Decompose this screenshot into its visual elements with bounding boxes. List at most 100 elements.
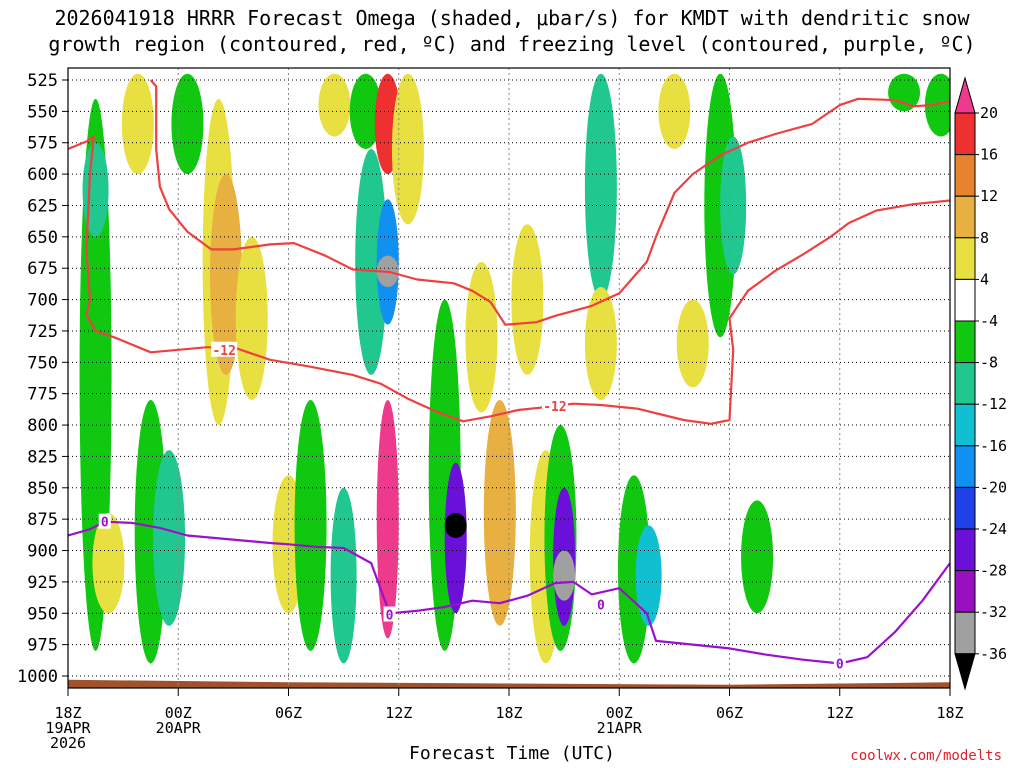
contour-label-bg [383, 606, 396, 622]
pressure-axis: 525 550 575 600 625 650 675 700 725 750 775 800 825 8… [17, 71, 68, 687]
omega-shading [79, 73, 950, 664]
pressure-tick-label: 625 [27, 196, 58, 216]
contour-label-bg [211, 341, 238, 357]
time-tick-label: 18Z 19APR 2026 [45, 704, 91, 752]
freezing-level-label: 0 [836, 657, 844, 672]
pressure-tick-label: 825 [27, 447, 58, 467]
colorbar-label: 20 [980, 104, 998, 122]
omega-cell [210, 174, 243, 375]
colorbar-segment [954, 486, 976, 530]
colorbar-label: -16 [980, 437, 1007, 455]
omega-cell [635, 525, 662, 626]
omega-cell [121, 73, 154, 175]
pressure-tick-label: 750 [27, 353, 58, 373]
pressure-tick-label: 975 [27, 636, 58, 656]
omega-cell [349, 73, 382, 150]
colorbar-label: -4 [980, 312, 998, 330]
colorbar-label: -20 [980, 478, 1007, 496]
colorbar-label: 12 [980, 187, 998, 205]
dgz-contour-label: -12 [543, 400, 566, 415]
colorbar-segment [954, 528, 976, 572]
freezing-level-label: 0 [101, 516, 109, 531]
time-tick-label: 00Z 20APR [156, 704, 202, 737]
contour-label-bg [833, 655, 846, 671]
dgz-contour-label: -12 [212, 344, 235, 359]
omega-cell [355, 149, 388, 375]
omega-cell [235, 236, 268, 400]
colorbar-segment [954, 154, 976, 197]
omega-cell [553, 550, 576, 601]
time-tick-label: 18Z [936, 704, 963, 722]
plot-grid [67, 68, 951, 688]
colorbar-label: 16 [980, 146, 998, 164]
omega-cell [153, 450, 186, 626]
time-tick-label: 18Z [495, 704, 522, 722]
omega-cell [511, 224, 544, 375]
pressure-tick-label: 950 [27, 604, 58, 624]
colorbar-segment [954, 570, 976, 613]
colorbar-segment [954, 278, 976, 322]
colorbar-label: -32 [980, 603, 1007, 621]
pressure-tick-label: 525 [27, 71, 58, 91]
omega-cell [294, 399, 327, 651]
pressure-tick-label: 575 [27, 134, 58, 154]
colorbar: 20 16 12 8 4 -4 -8 -12 -16 -20 -24 -28 -32 -36 [954, 76, 1007, 691]
colorbar-segment [954, 237, 976, 280]
omega-cell [444, 512, 467, 538]
freezing-level-label: 0 [386, 609, 394, 624]
source-credit: coolwx.com/modelts [850, 748, 1002, 764]
pressure-tick-label: 725 [27, 322, 58, 342]
omega-cell [741, 500, 774, 614]
pressure-tick-label: 600 [27, 165, 58, 185]
colorbar-label: -28 [980, 562, 1007, 580]
time-tick-label: 06Z [275, 704, 302, 722]
omega-cell [92, 512, 125, 614]
colorbar-max-arrow [954, 76, 976, 114]
colorbar-label: 8 [980, 229, 989, 247]
pressure-tick-label: 875 [27, 510, 58, 530]
time-tick-label: 06Z [716, 704, 743, 722]
omega-cell [658, 73, 691, 150]
contour-lines: -12 -12 0 0 0 0 [68, 79, 950, 672]
chart-title-line2: growth region (contoured, red, ºC) and f… [48, 32, 976, 56]
colorbar-label: -24 [980, 520, 1007, 538]
pressure-tick-label: 900 [27, 542, 58, 562]
colorbar-label: -36 [980, 645, 1007, 663]
omega-cell [888, 73, 921, 112]
pressure-tick-label: 925 [27, 573, 58, 593]
colorbar-label: 4 [980, 270, 989, 288]
omega-cell [376, 399, 399, 639]
freezing-level-line [68, 520, 950, 665]
omega-cell [318, 73, 351, 137]
colorbar-segment [954, 611, 976, 655]
pressure-tick-label: 650 [27, 228, 58, 248]
time-tick-label: 12Z [385, 704, 412, 722]
omega-cell [82, 142, 109, 237]
colorbar-segment [954, 195, 976, 239]
omega-cell [330, 487, 357, 664]
freezing-level-label: 0 [597, 598, 605, 613]
colorbar-segment [954, 403, 976, 447]
contour-label-bg [594, 596, 607, 612]
pressure-tick-label: 700 [27, 291, 58, 311]
chart-title-line1: 2026041918 HRRR Forecast Omega (shaded, … [54, 6, 970, 30]
omega-cell [676, 299, 709, 388]
colorbar-label: -12 [980, 395, 1007, 413]
pressure-tick-label: 675 [27, 259, 58, 279]
omega-cell [171, 73, 204, 175]
omega-cell [924, 73, 950, 137]
colorbar-min-arrow [954, 653, 976, 691]
colorbar-segment [954, 320, 976, 364]
pressure-tick-label: 1000 [17, 667, 58, 687]
contour-label-bg [98, 513, 111, 529]
pressure-tick-label: 775 [27, 385, 58, 405]
colorbar-segment [954, 362, 976, 405]
omega-cell [584, 73, 617, 300]
dgz-contour-line [149, 79, 950, 326]
pressure-tick-label: 800 [27, 416, 58, 436]
time-tick-label: 12Z [826, 704, 853, 722]
dgz-contour-line [68, 135, 950, 425]
omega-cell [391, 73, 424, 225]
x-axis-label: Forecast Time (UTC) [409, 743, 615, 764]
